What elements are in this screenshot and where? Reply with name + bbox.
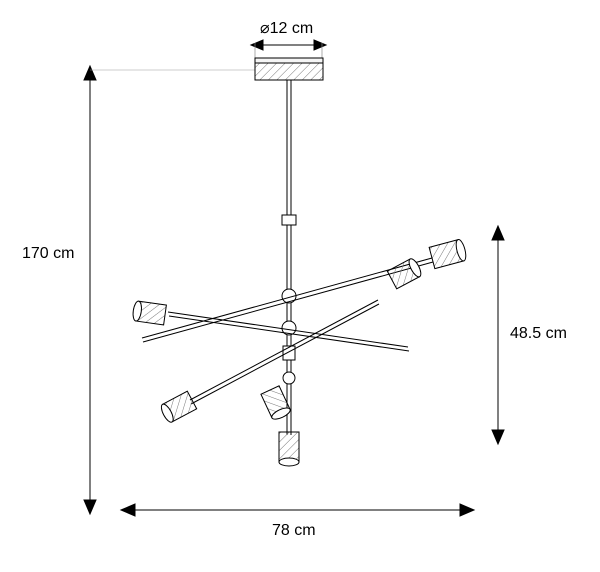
label-fixture-height: 48.5 cm [510,325,567,343]
dim-fixture-height [492,226,504,444]
dim-width [121,504,474,516]
spot-heads [132,239,468,466]
label-width: 78 cm [272,522,316,540]
technical-drawing: ⌀12 cm 170 cm 48.5 cm 78 cm [0,0,600,572]
label-total-height: 170 cm [22,245,74,263]
dim-top-diameter [251,40,326,58]
dim-total-height [84,66,255,514]
label-top-diameter: ⌀12 cm [260,18,313,38]
ceiling-canopy [255,58,323,225]
drawing-svg [0,0,600,572]
